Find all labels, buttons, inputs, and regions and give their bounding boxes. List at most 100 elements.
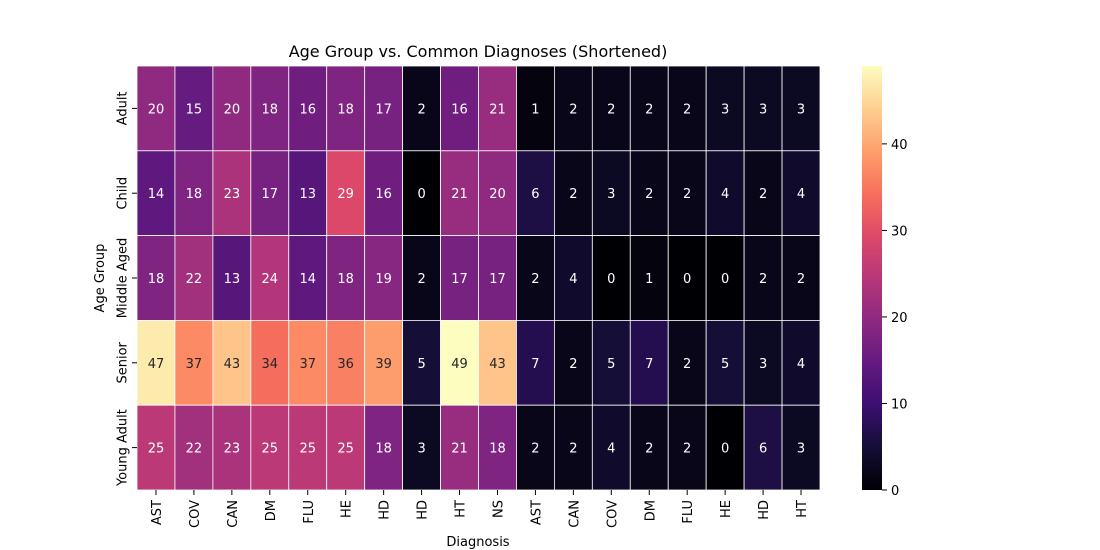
- cell-value-label: 0: [721, 442, 729, 457]
- cell-value-label: 25: [148, 442, 165, 457]
- heatmap-cell: [553, 235, 593, 321]
- colorbar-gradient: [862, 66, 882, 490]
- cell-value-label: 2: [531, 442, 539, 457]
- cell-value-label: 25: [262, 442, 279, 457]
- cell-value-label: 4: [721, 187, 729, 202]
- heatmap-cell: [212, 235, 252, 321]
- colorbar-tick-label: 40: [891, 138, 908, 153]
- cell-value-label: 17: [375, 102, 392, 117]
- x-tick-label: HE: [340, 500, 355, 518]
- colorbar-tick-label: 0: [891, 484, 899, 499]
- x-axis-ticks: AST COV CAN DM FLU HE HD HD HT NS AST CAN COV DM FLU HE…: [150, 490, 810, 528]
- cell-value-label: 4: [569, 272, 577, 287]
- cell-value-label: 3: [417, 442, 425, 457]
- heatmap-cell: [326, 65, 366, 152]
- cell-value-label: 2: [645, 102, 653, 117]
- x-tick-label: HD: [416, 500, 431, 520]
- heatmap-cell: [705, 65, 745, 152]
- heatmap-cell: [629, 235, 669, 321]
- colorbar-tick-label: 30: [891, 224, 908, 239]
- heatmap-cell: [326, 404, 366, 491]
- heatmap-cell: [364, 150, 404, 237]
- cell-value-label: 3: [759, 102, 767, 117]
- cell-value-label: 37: [186, 357, 203, 372]
- heatmap-cell: [364, 235, 404, 321]
- cell-value-label: 2: [417, 272, 425, 287]
- heatmap-cell: [781, 404, 821, 491]
- cell-value-label: 7: [531, 357, 539, 372]
- heatmap-cell: [781, 319, 821, 406]
- heatmap-cell: [212, 404, 252, 491]
- heatmap-cell: [553, 319, 593, 406]
- chart-title: Age Group vs. Common Diagnoses (Shortene…: [289, 42, 668, 61]
- cell-value-label: 2: [683, 357, 691, 372]
- cell-value-label: 19: [375, 272, 392, 287]
- cell-value-label: 36: [337, 357, 354, 372]
- heatmap-cell: [136, 404, 176, 491]
- cell-value-label: 25: [337, 442, 354, 457]
- cell-value-label: 2: [759, 187, 767, 202]
- cell-value-label: 18: [262, 102, 279, 117]
- x-tick-label: CAN: [226, 500, 241, 528]
- cell-value-label: 17: [451, 272, 468, 287]
- heatmap-cell: [250, 150, 290, 237]
- cell-value-label: 21: [489, 102, 506, 117]
- heatmap-cell: [591, 235, 631, 321]
- y-axis-label: Age Group: [93, 244, 108, 313]
- cell-value-label: 2: [417, 102, 425, 117]
- cell-value-label: 2: [683, 102, 691, 117]
- heatmap-cell: [478, 404, 517, 491]
- colorbar-tick-label: 10: [891, 397, 908, 412]
- x-axis-label: Diagnosis: [446, 535, 509, 550]
- x-tick-label: HT: [454, 500, 469, 518]
- heatmap-cell: [478, 235, 517, 321]
- cell-value-label: 17: [262, 187, 279, 202]
- cell-value-label: 18: [375, 442, 392, 457]
- cell-value-label: 3: [607, 187, 615, 202]
- cell-value-label: 39: [375, 357, 392, 372]
- x-tick-label: HD: [378, 500, 393, 520]
- cell-value-label: 24: [262, 272, 279, 287]
- cell-value-label: 16: [375, 187, 392, 202]
- cell-value-label: 20: [489, 187, 506, 202]
- cell-value-label: 3: [721, 102, 729, 117]
- cell-value-label: 34: [262, 357, 279, 372]
- heatmap-cell: [516, 235, 555, 321]
- heatmap-cell: [136, 65, 176, 152]
- x-tick-label: COV: [605, 500, 620, 528]
- cell-value-label: 43: [489, 357, 506, 372]
- y-tick-label: Adult: [116, 91, 131, 125]
- heatmap-cell: [667, 319, 707, 406]
- x-tick-label: FLU: [681, 500, 696, 524]
- cell-value-label: 18: [186, 187, 203, 202]
- heatmap-cells: 20 15 20 18 16 18 17 2 16 21 1 2 2 2 2 3 3 314 18 23 17 13 29 1…: [136, 65, 821, 491]
- heatmap-cell: [516, 404, 555, 491]
- cell-value-label: 4: [797, 187, 805, 202]
- cell-value-label: 5: [721, 357, 729, 372]
- heatmap-cell: [440, 150, 479, 237]
- cell-value-label: 0: [607, 272, 615, 287]
- cell-value-label: 16: [299, 102, 316, 117]
- cell-value-label: 3: [797, 102, 805, 117]
- colorbar-tick-label: 20: [891, 311, 908, 326]
- heatmap-cell: [629, 319, 669, 406]
- cell-value-label: 6: [759, 442, 767, 457]
- cell-value-label: 4: [797, 357, 805, 372]
- x-tick-label: AST: [529, 500, 544, 525]
- cell-value-label: 13: [224, 272, 241, 287]
- heatmap-cell: [516, 150, 555, 237]
- cell-value-label: 14: [148, 187, 165, 202]
- cell-value-label: 2: [569, 102, 577, 117]
- x-tick-label: COV: [188, 500, 203, 528]
- cell-value-label: 25: [299, 442, 316, 457]
- cell-value-label: 22: [186, 442, 203, 457]
- cell-value-label: 15: [186, 102, 203, 117]
- cell-value-label: 1: [531, 102, 539, 117]
- cell-value-label: 14: [299, 272, 316, 287]
- cell-value-label: 6: [531, 187, 539, 202]
- cell-value-label: 5: [417, 357, 425, 372]
- heatmap-cell: [136, 235, 176, 321]
- heatmap-cell: [478, 150, 517, 237]
